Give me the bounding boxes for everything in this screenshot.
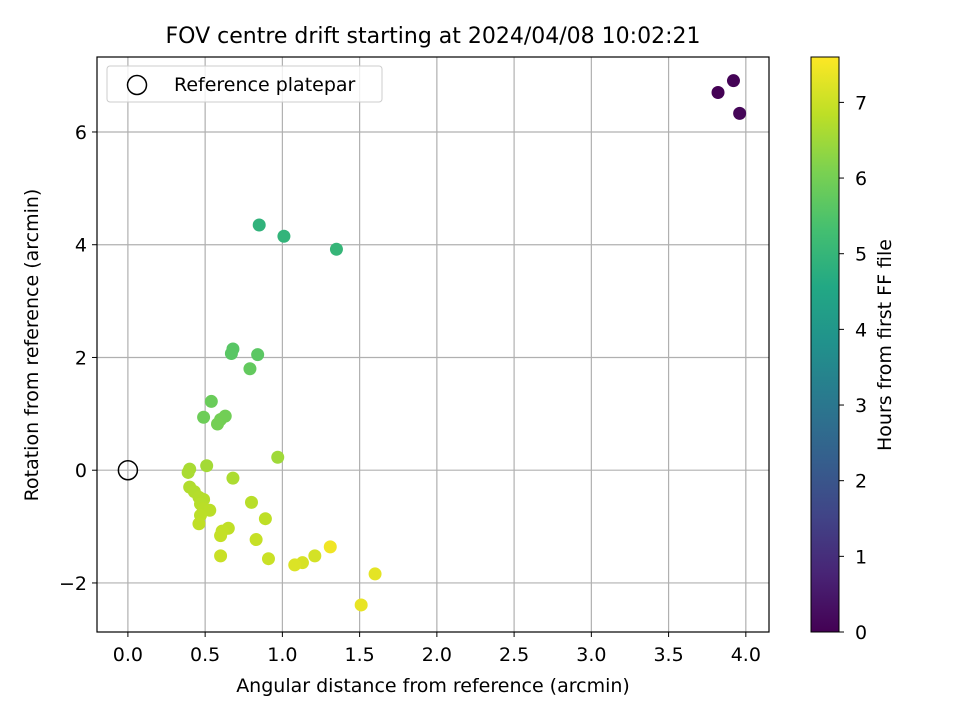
data-point (181, 465, 195, 479)
legend: Reference platepar (106, 65, 383, 103)
grid-lines (97, 57, 769, 632)
legend-reference-marker (126, 74, 148, 96)
x-tick-label: 2.5 (499, 644, 529, 666)
data-point (711, 86, 725, 100)
colorbar-tick-label: 2 (855, 471, 867, 493)
data-point (288, 558, 302, 572)
data-point (226, 471, 240, 485)
data-point (323, 540, 337, 554)
data-point (258, 512, 272, 526)
x-tick-label: 0.5 (190, 644, 220, 666)
x-tick-label: 4.0 (731, 644, 761, 666)
plot-background (97, 57, 769, 632)
y-axis-label: Rotation from reference (arcmin) (21, 189, 43, 502)
colorbar-tick-label: 7 (855, 92, 867, 114)
data-point (214, 549, 228, 563)
y-tick-label: 0 (75, 460, 87, 482)
plot-area: 0.0 0.5 1.0 1.5 2.0 2.5 3.0 3.5 4.0 −2 0 2 4 6 (59, 56, 770, 666)
colorbar-tick-label: 0 (855, 622, 867, 644)
data-point (192, 517, 206, 531)
y-tick-label: 2 (75, 347, 87, 369)
x-tick-label: 3.5 (653, 644, 683, 666)
data-point (261, 552, 275, 566)
data-point (197, 410, 211, 424)
data-point (368, 567, 382, 581)
colorbar: 0 1 2 3 4 5 6 7 Hours from first FF file (810, 56, 896, 644)
data-point (249, 533, 263, 547)
y-axis-ticks: −2 0 2 4 6 (59, 122, 97, 595)
x-tick-label: 3.0 (576, 644, 606, 666)
y-tick-label: 4 (75, 235, 87, 257)
data-point (277, 229, 291, 243)
x-axis-label: Angular distance from reference (arcmin) (236, 675, 630, 697)
colorbar-ticks: 0 1 2 3 4 5 6 7 (839, 92, 867, 644)
colorbar-tick-label: 1 (855, 546, 867, 568)
colorbar-gradient (810, 56, 840, 633)
data-point (251, 348, 265, 362)
colorbar-tick-label: 4 (855, 319, 867, 341)
colorbar-label: Hours from first FF file (874, 239, 896, 451)
reference-platepar-marker (117, 459, 139, 481)
x-axis-ticks: 0.0 0.5 1.0 1.5 2.0 2.5 3.0 3.5 4.0 (113, 632, 761, 666)
data-point (204, 394, 218, 408)
data-points (181, 74, 747, 612)
x-tick-label: 0.0 (113, 644, 143, 666)
plot-frame (96, 56, 770, 633)
legend-box (106, 65, 383, 103)
data-point (252, 218, 266, 232)
legend-label: Reference platepar (174, 74, 356, 96)
data-point (214, 529, 228, 543)
colorbar-tick-label: 6 (855, 168, 867, 190)
x-tick-label: 1.0 (267, 644, 297, 666)
data-point (244, 495, 258, 509)
data-point (200, 459, 214, 473)
x-tick-label: 1.5 (345, 644, 375, 666)
data-point (224, 347, 238, 361)
data-point (329, 242, 343, 256)
y-tick-label: 6 (75, 122, 87, 144)
colorbar-tick-label: 3 (855, 395, 867, 417)
data-point (210, 417, 224, 431)
data-point (243, 362, 257, 376)
y-tick-label: −2 (59, 573, 87, 595)
data-point (726, 74, 740, 88)
data-point (354, 598, 368, 612)
chart-title: FOV centre drift starting at 2024/04/08 … (166, 24, 701, 49)
data-point (308, 549, 322, 563)
data-point (733, 106, 747, 120)
colorbar-tick-label: 5 (855, 244, 867, 266)
x-tick-label: 2.0 (422, 644, 452, 666)
data-point (271, 450, 285, 464)
